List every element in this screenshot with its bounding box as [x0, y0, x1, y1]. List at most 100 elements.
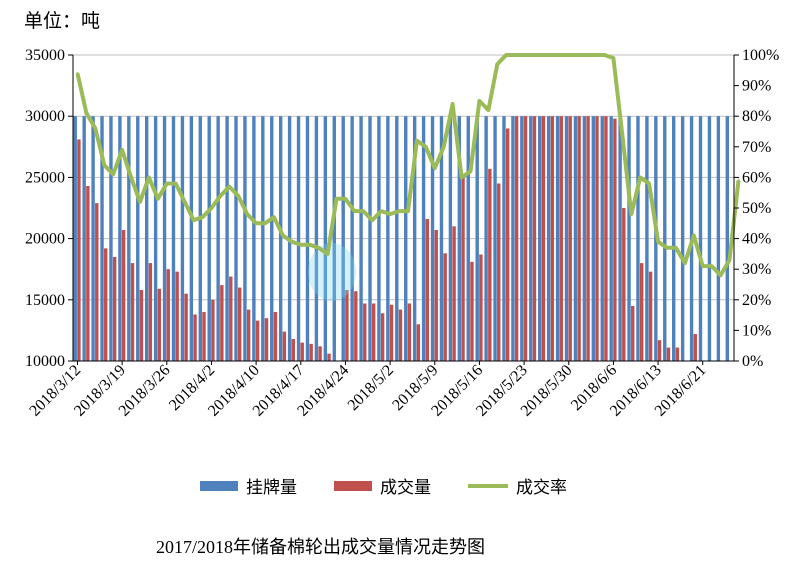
trade-rate-point	[219, 194, 222, 197]
listed-bar	[91, 116, 95, 361]
trade-rate-point	[388, 212, 392, 216]
y-left-tick-label: 10000	[25, 353, 65, 370]
listed-bar	[198, 116, 202, 361]
listed-bar	[636, 116, 640, 361]
listed-bar	[377, 116, 381, 361]
y-axis-right-ticks: 0% 10% 20% 30% 40% 50% 60% 70% 80% 90% 100%	[734, 47, 779, 370]
trade-rate-point	[165, 182, 168, 185]
trade-rate-point	[460, 176, 463, 179]
traded-bar	[282, 331, 287, 361]
traded-bar	[157, 288, 162, 361]
traded-bar	[532, 116, 537, 361]
trade-rate-point	[272, 215, 276, 219]
traded-bar	[264, 318, 269, 361]
traded-bar	[175, 271, 179, 361]
traded-bar	[479, 254, 483, 361]
listed-bar	[368, 116, 372, 361]
listed-bar	[144, 116, 149, 361]
y-left-tick-label: 15000	[25, 292, 65, 309]
traded-bar	[77, 139, 81, 361]
traded-bar	[202, 312, 206, 361]
traded-bar	[497, 183, 501, 361]
trade-rate-point	[540, 53, 544, 57]
trade-rate-point	[603, 53, 606, 57]
listed-bar	[555, 116, 560, 361]
listed-bar	[439, 116, 444, 361]
listed-bar	[538, 116, 542, 361]
trade-rate-point	[621, 133, 624, 136]
unit-label: 单位：吨	[24, 10, 100, 32]
trade-rate-point	[201, 215, 204, 219]
trade-rate-point	[647, 182, 651, 185]
y-right-tick-label: 100%	[742, 47, 779, 64]
trade-rate-point	[174, 182, 177, 185]
trade-rate-point	[737, 179, 740, 182]
listed-bar	[573, 116, 578, 361]
y-right-tick-label: 0%	[742, 353, 763, 370]
listed-bar	[430, 116, 435, 361]
listed-bar	[484, 116, 488, 361]
traded-bar	[193, 314, 197, 361]
listed-bar	[386, 116, 390, 361]
listed-bar	[180, 116, 185, 361]
trade-rate-point	[630, 212, 633, 216]
traded-bar	[523, 116, 528, 361]
traded-bar	[613, 118, 617, 361]
listed-bar	[725, 116, 729, 361]
traded-bar	[255, 320, 260, 361]
traded-bar	[541, 116, 546, 361]
traded-bar	[380, 313, 385, 361]
trade-rate-point	[531, 53, 535, 57]
traded-bar	[220, 285, 224, 361]
listed-bar	[100, 116, 104, 361]
trade-rate-point	[317, 246, 320, 249]
trade-rate-point	[639, 176, 642, 179]
trade-rate-point	[496, 62, 499, 66]
legend-label-listed: 挂牌量	[246, 478, 297, 498]
listed-bar	[395, 116, 399, 361]
traded-bar	[327, 353, 331, 361]
listed-bar	[698, 116, 703, 361]
trade-rate-point	[254, 222, 258, 225]
x-axis-ticks: 2018/3/122018/3/192018/3/262018/4/22018/…	[26, 361, 710, 420]
trade-rate-point	[415, 139, 419, 142]
trade-rate-point	[85, 111, 88, 115]
y-left-tick-label: 35000	[25, 47, 65, 64]
listed-bar	[520, 116, 524, 361]
trade-rate-point	[558, 53, 562, 57]
traded-bar	[318, 346, 322, 361]
traded-bar	[300, 342, 304, 361]
listed-bar	[502, 116, 506, 361]
traded-bar	[416, 324, 421, 361]
trade-rate-point	[594, 53, 597, 57]
traded-bar	[139, 290, 144, 361]
listed-bar	[475, 116, 479, 361]
y-right-tick-label: 30%	[742, 261, 771, 278]
traded-bar	[354, 291, 358, 361]
listed-bar	[627, 116, 631, 361]
trade-rate-point	[156, 197, 160, 201]
listed-bar	[127, 116, 131, 361]
traded-bar	[425, 219, 429, 361]
trade-rate-point	[210, 206, 213, 210]
traded-bar	[657, 340, 662, 361]
listed-bar	[600, 116, 604, 361]
x-tick-label: 2018/5/2	[345, 362, 397, 414]
listed-bar	[609, 116, 613, 361]
listed-bar	[448, 116, 453, 361]
listed-bar	[153, 116, 158, 361]
trade-rate-point	[371, 219, 374, 222]
trade-rate-point	[228, 185, 231, 188]
trade-rate-point	[94, 127, 97, 130]
listed-bar	[243, 116, 247, 361]
legend-label-rate: 成交率	[516, 478, 567, 498]
traded-bar	[693, 334, 697, 361]
listed-bar	[529, 116, 533, 361]
y-left-tick-label: 20000	[25, 231, 65, 248]
trade-rate-point	[290, 240, 294, 243]
listed-bar	[582, 116, 587, 361]
y-left-tick-label: 30000	[25, 108, 65, 125]
listed-bar	[234, 116, 238, 361]
trade-rate-point	[656, 240, 660, 243]
